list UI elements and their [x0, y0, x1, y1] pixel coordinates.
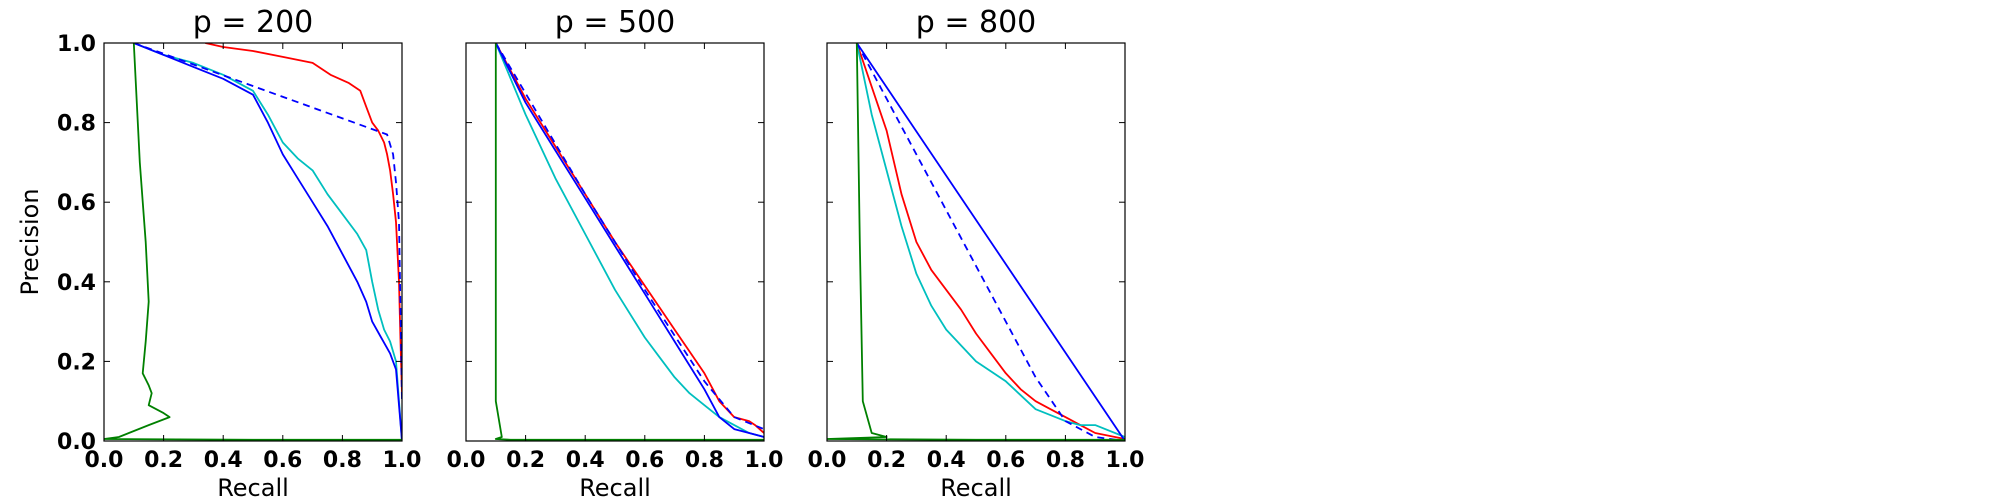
panel-title: p = 500 — [555, 5, 676, 40]
x-tick-label: 0.8 — [1046, 448, 1085, 473]
series-line — [495, 43, 764, 430]
x-tick-label: 1.0 — [383, 448, 422, 473]
panel-title: p = 200 — [193, 5, 314, 40]
y-tick-label: 0.4 — [57, 271, 96, 296]
y-tick-label: 0.8 — [57, 112, 96, 137]
x-tick-label: 0.8 — [323, 448, 362, 473]
plot-frame — [826, 42, 1126, 442]
x-tick-label: 0.4 — [927, 448, 966, 473]
series-line — [205, 43, 402, 394]
x-tick-label: 1.0 — [1106, 448, 1145, 473]
x-axis-label: Recall — [217, 474, 289, 500]
x-tick-label: 0.2 — [867, 448, 906, 473]
series-line — [855, 43, 1125, 438]
y-tick-label: 0.0 — [57, 430, 96, 455]
series-line — [494, 43, 764, 441]
series-line — [104, 43, 402, 441]
panel-title: p = 800 — [916, 5, 1037, 40]
series-line — [133, 43, 402, 441]
x-tick-label: 1.0 — [745, 448, 784, 473]
plot-frame — [465, 42, 765, 442]
x-tick-label: 0.4 — [204, 448, 243, 473]
x-tick-label: 0.0 — [85, 448, 124, 473]
x-tick-label: 0.0 — [447, 448, 486, 473]
chart-panel-2: p = 500 0.0 0.2 0.4 0.6 0.8 1.0 Recall — [447, 5, 784, 500]
x-tick-label: 0.0 — [808, 448, 847, 473]
y-axis-label: Precision — [16, 188, 44, 295]
x-tick-label: 0.2 — [144, 448, 183, 473]
x-tick-label: 0.6 — [625, 448, 664, 473]
x-axis-label: Recall — [579, 474, 651, 500]
plot-frame — [103, 42, 403, 442]
series-line — [494, 43, 764, 438]
series-line — [494, 43, 764, 438]
chart-panel-3: p = 800 0.0 0.2 0.4 0.6 0.8 1.0 Recall — [808, 5, 1145, 500]
x-tick-label: 0.6 — [263, 448, 302, 473]
x-axis-label: Recall — [940, 474, 1012, 500]
y-tick-label: 0.6 — [57, 191, 96, 216]
y-tick-label: 0.2 — [57, 350, 96, 375]
series-line — [856, 43, 1125, 441]
x-tick-label: 0.4 — [566, 448, 605, 473]
series-line — [133, 43, 402, 402]
x-tick-label: 0.6 — [986, 448, 1025, 473]
series-line — [855, 43, 1125, 440]
series-line — [827, 43, 1125, 441]
y-tick-label: 1.0 — [57, 32, 96, 57]
series-line — [856, 43, 1125, 441]
series-line — [495, 43, 764, 434]
x-tick-label: 0.8 — [685, 448, 724, 473]
x-tick-label: 0.2 — [506, 448, 545, 473]
chart-panel-1: p = 200 0.0 0.2 0.4 0.6 0.8 1.0 0.0 0.2 0.4 0.6 0.8… — [16, 5, 421, 500]
series-line — [133, 43, 402, 441]
